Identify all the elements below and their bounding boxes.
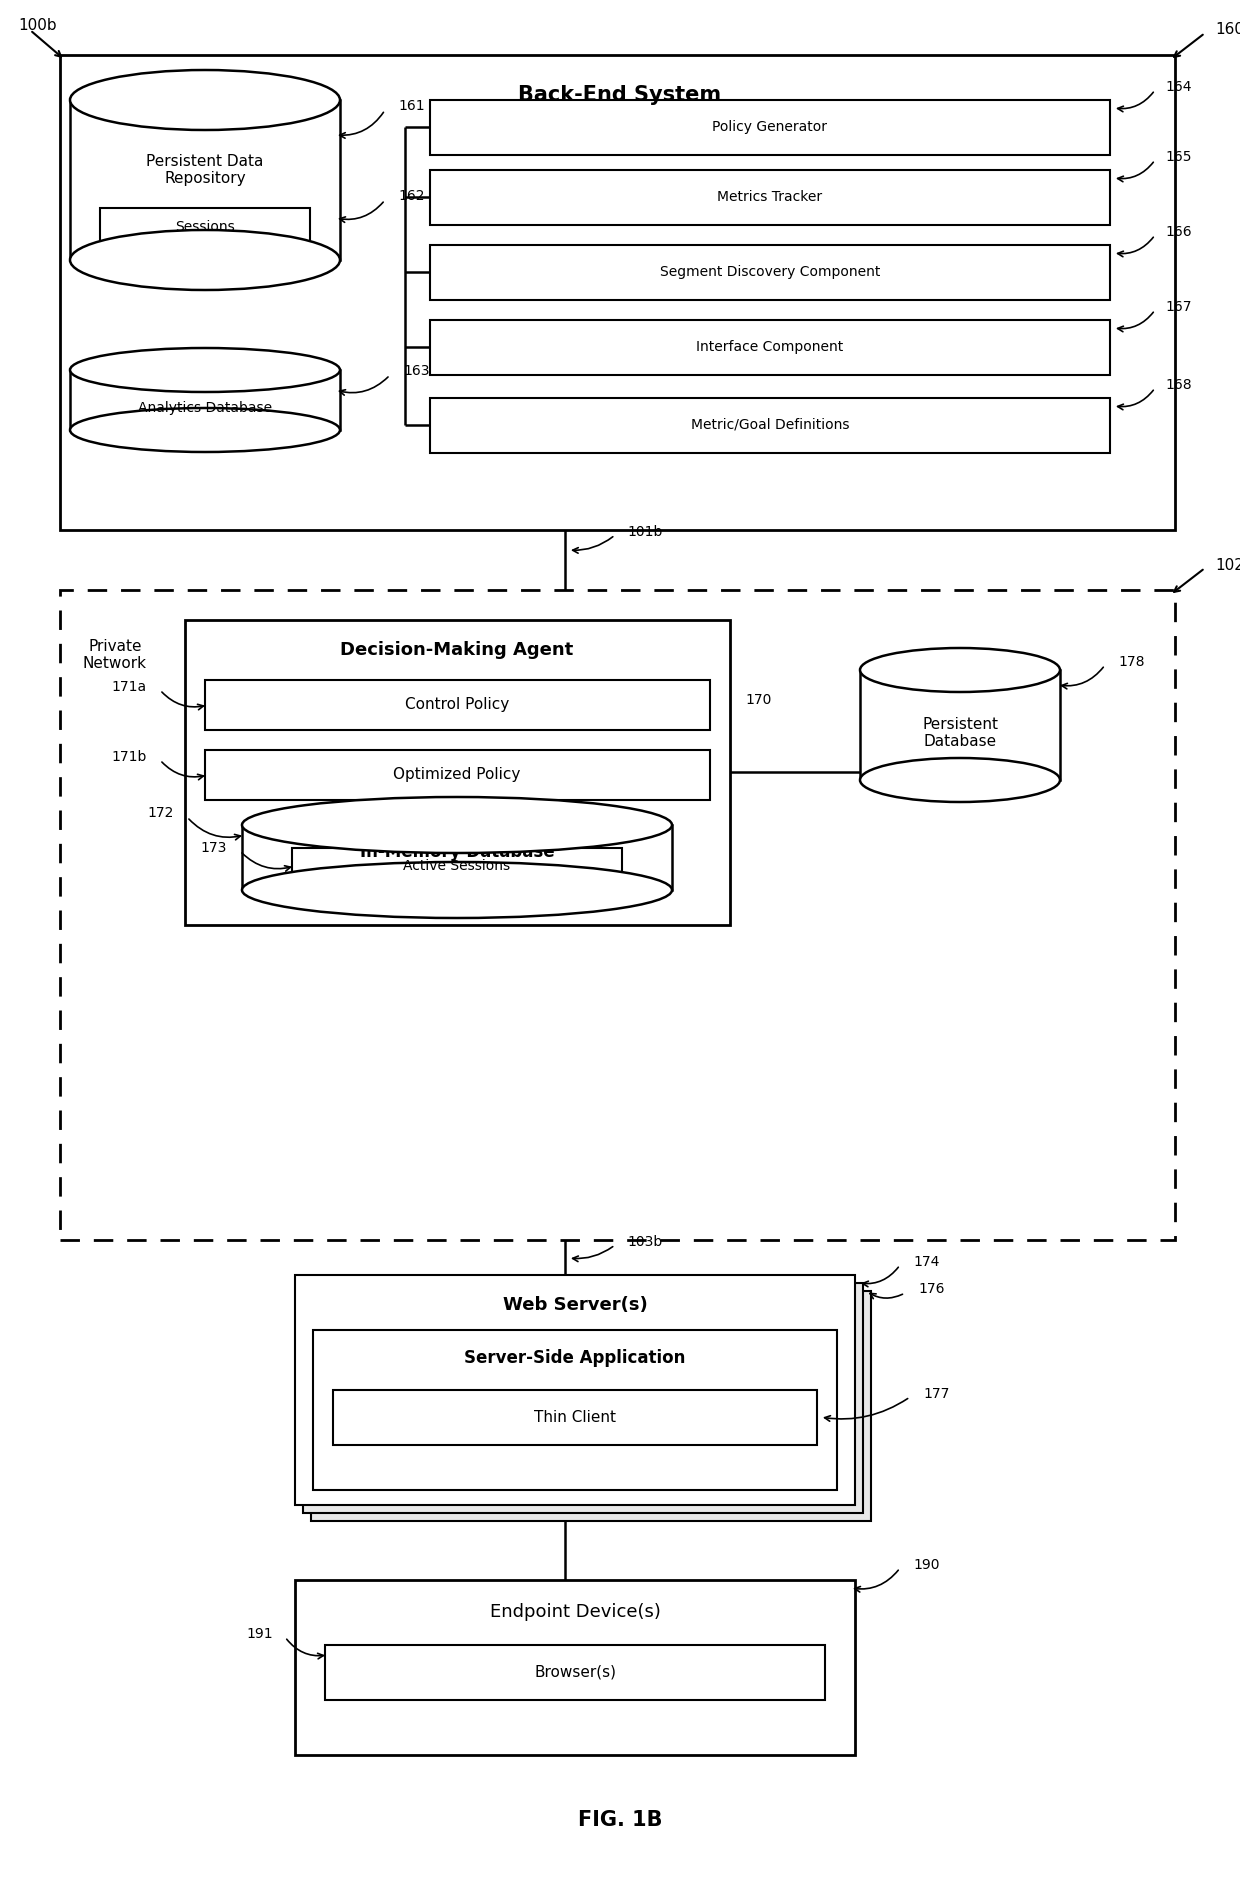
Text: 100b: 100b [19,17,57,32]
Text: 162: 162 [398,188,424,204]
FancyBboxPatch shape [430,245,1110,301]
Text: 101b: 101b [627,525,662,538]
FancyBboxPatch shape [430,320,1110,375]
Text: In-Memory Database: In-Memory Database [360,843,554,862]
Text: 191: 191 [247,1626,273,1641]
Text: Active Sessions: Active Sessions [403,860,511,873]
Text: Server-Side Application: Server-Side Application [464,1349,686,1368]
Text: Web Server(s): Web Server(s) [502,1295,647,1314]
Text: 177: 177 [923,1387,950,1402]
Bar [69,101,340,261]
Text: Optimized Policy: Optimized Policy [393,768,521,782]
Text: Private
Network: Private Network [83,639,148,671]
Text: 171b: 171b [112,749,148,765]
Text: Metric/Goal Definitions: Metric/Goal Definitions [691,418,849,432]
Text: Segment Discovery Component: Segment Discovery Component [660,264,880,280]
FancyBboxPatch shape [312,1329,837,1489]
Bar [242,825,672,890]
FancyBboxPatch shape [311,1291,870,1522]
Text: FIG. 1B: FIG. 1B [578,1811,662,1830]
Text: 172: 172 [148,806,174,820]
FancyBboxPatch shape [303,1284,863,1512]
Text: 170: 170 [745,692,771,708]
FancyBboxPatch shape [100,207,310,245]
Ellipse shape [861,649,1060,692]
FancyBboxPatch shape [430,398,1110,453]
Ellipse shape [69,230,340,289]
Text: 166: 166 [1166,224,1192,240]
Text: Persistent
Database: Persistent Database [923,717,998,749]
Text: 178: 178 [1118,654,1145,670]
Text: Control Policy: Control Policy [405,698,510,713]
FancyBboxPatch shape [205,681,711,730]
Text: Thin Client: Thin Client [534,1409,616,1425]
Ellipse shape [242,862,672,919]
Ellipse shape [69,348,340,392]
Text: 164: 164 [1166,80,1192,93]
Text: 173: 173 [201,841,227,856]
Ellipse shape [242,797,672,852]
Text: Decision-Making Agent: Decision-Making Agent [340,641,574,658]
FancyBboxPatch shape [291,848,622,884]
FancyBboxPatch shape [295,1274,856,1504]
Text: 167: 167 [1166,301,1192,314]
Text: 163: 163 [403,363,429,378]
Text: Endpoint Device(s): Endpoint Device(s) [490,1603,661,1621]
FancyBboxPatch shape [325,1645,825,1700]
Text: Persistent Data
Repository: Persistent Data Repository [146,154,264,186]
FancyBboxPatch shape [430,101,1110,154]
Text: Browser(s): Browser(s) [534,1664,616,1679]
Bar [69,371,340,430]
FancyBboxPatch shape [185,620,730,924]
FancyBboxPatch shape [295,1581,856,1756]
Text: Back-End System: Back-End System [518,86,722,105]
Bar [861,670,1060,780]
Text: 171a: 171a [112,681,148,694]
Text: Policy Generator: Policy Generator [713,120,827,133]
Text: 168: 168 [1166,378,1192,392]
FancyBboxPatch shape [334,1390,817,1446]
Text: 102b: 102b [1215,557,1240,573]
FancyBboxPatch shape [430,169,1110,224]
FancyBboxPatch shape [60,590,1176,1240]
Text: 176: 176 [918,1282,945,1295]
Text: Analytics Database: Analytics Database [138,401,272,415]
Text: Interface Component: Interface Component [697,340,843,354]
Text: 165: 165 [1166,150,1192,164]
Text: 103b: 103b [627,1234,662,1250]
FancyBboxPatch shape [60,55,1176,531]
Text: Sessions: Sessions [175,221,234,234]
Ellipse shape [69,409,340,453]
Text: 190: 190 [913,1558,940,1571]
Text: 160: 160 [1215,23,1240,38]
Ellipse shape [861,759,1060,803]
Text: 174: 174 [913,1255,940,1269]
Text: 161: 161 [398,99,424,112]
Text: Metrics Tracker: Metrics Tracker [718,190,822,204]
FancyBboxPatch shape [205,749,711,801]
Ellipse shape [69,70,340,129]
